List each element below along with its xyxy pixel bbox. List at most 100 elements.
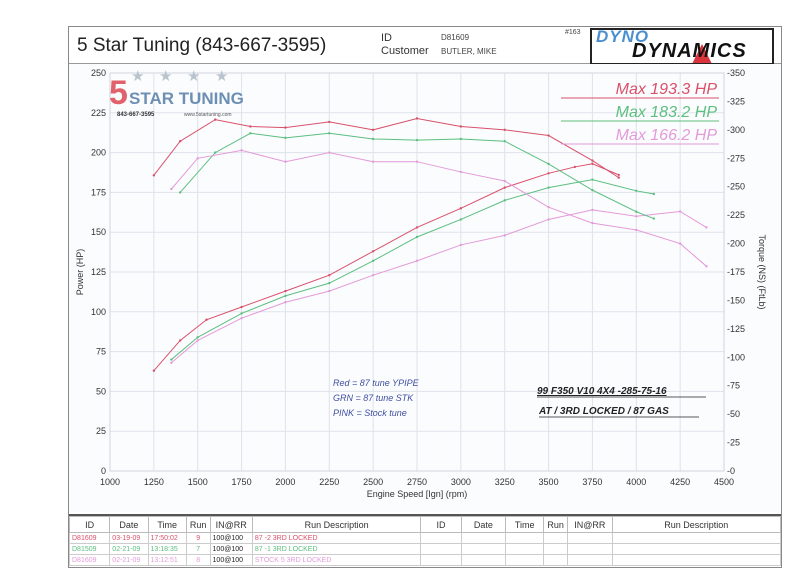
table-cell: 100@100 [209,543,253,555]
y-tick-label: 100 [91,307,106,317]
y2-tick-label: -125 [727,324,745,334]
y-tick-label: 125 [91,267,106,277]
table-cell: STOCK 5 3RD LOCKED [251,554,422,566]
y-tick-label: 150 [91,227,106,237]
run-table-header: ID Date Time Run IN@RR Run Description ID Date T… [68,516,781,533]
x-tick-label: 2750 [407,477,427,487]
logo-bottom-text: DYNAMICS [632,40,747,62]
run-table: ID Date Time Run IN@RR Run Description ID Date T… [68,514,781,569]
chart-area: 1000 1250 1500 1750 2000 2250 2500 2750 3000 3250… [69,64,781,512]
y-tick-label: 25 [96,426,106,436]
y2-tick-label: -150 [727,295,745,305]
x-tick-label: 4000 [626,477,646,487]
x-tick-label: 3000 [451,477,471,487]
table-cell [567,554,613,566]
y-tick-label: 75 [96,347,106,357]
table-cell [567,543,613,555]
column-header: Run Description [611,516,781,533]
column-header: ID [68,516,111,533]
id-label: ID [381,32,392,44]
table-cell: 13:12:51 [147,554,187,566]
y-tick-label: 225 [91,108,106,118]
star-icon: ★ [215,68,228,85]
x-tick-label: 2500 [363,477,383,487]
customer-value: BUTLER, MIKE [441,47,497,56]
y2-tick-label: -25 [727,438,740,448]
legend-max-hp: Max 183.2 HP [616,104,718,121]
star-icon: ★ [159,68,172,85]
dyno-dynamics-logo: DYNO DYNAMICS [590,28,774,65]
x-tick-label: 2250 [319,477,339,487]
table-cell: 02-21-09 [109,554,149,566]
column-header: Run [543,516,569,533]
y2-tick-label: -75 [727,381,740,391]
table-cell [611,532,781,544]
table-cell [420,532,462,544]
column-header: Time [147,516,187,533]
column-header: IN@RR [209,516,253,533]
y2-axis-label: Torque (NS) (FtLb) [757,234,767,309]
table-cell: 87 -1 3RD LOCKED [251,543,422,555]
handwritten-note: PINK = Stock tune [333,408,407,418]
table-row: D81609 03-19-09 17:50:02 9 100@100 87 -2 3RD … [68,532,781,544]
watermark-website: www.5startuning.com [184,112,232,118]
legend-max-hp: Max 193.3 HP [616,81,718,98]
series-line [171,179,654,360]
table-cell [460,532,507,544]
handwritten-note: GRN = 87 tune STK [333,393,414,403]
watermark-brand: STAR TUNING [129,89,244,108]
x-tick-label: 3750 [582,477,602,487]
sheet-header: 5 Star Tuning (843-667-3595) ID D81609 C… [69,27,781,65]
x-tick-label: 1500 [188,477,208,487]
table-cell [543,532,569,544]
y2-tick-label: -200 [727,239,745,249]
shop-title: 5 Star Tuning (843-667-3595) [77,35,327,56]
x-tick-label: 4250 [670,477,690,487]
handwritten-note: Red = 87 tune YPIPE [333,378,420,388]
series-line [171,209,707,364]
y-tick-label: 175 [91,187,106,197]
legend-max-hp: Max 166.2 HP [616,127,718,144]
table-cell [543,554,569,566]
x-tick-label: 2000 [275,477,295,487]
table-cell: 03-19-09 [109,532,149,544]
column-header: ID [420,516,462,533]
logo-triangle-icon [692,44,712,63]
table-cell [543,543,569,555]
table-cell [505,543,545,555]
table-cell [505,532,545,544]
y2-tick-label: -250 [727,182,745,192]
logo-top-text: DYNO [596,28,650,46]
y2-tick-label: -275 [727,153,745,163]
table-cell [420,543,462,555]
x-tick-label: 1250 [144,477,164,487]
table-cell: 17:50:02 [147,532,187,544]
y2-tick-label: -50 [727,409,740,419]
y-tick-label: 50 [96,386,106,396]
sheet-number: #163 [565,29,581,36]
x-tick-label: 3500 [539,477,559,487]
x-axis-label: Engine Speed [Ign] (rpm) [367,489,468,499]
table-row: D81609 02-21-09 13:12:51 8 100@100 STOCK 5 3R… [68,554,781,566]
table-cell: 87 -2 3RD LOCKED [251,532,422,544]
x-tick-label: 1000 [100,477,120,487]
run-table-body: D81609 03-19-09 17:50:02 9 100@100 87 -2 3RD … [68,532,781,566]
table-cell: 9 [185,532,211,544]
y2-tick-label: -325 [727,96,745,106]
table-cell: 7 [185,543,211,555]
column-header: IN@RR [567,516,613,533]
vehicle-line-2: AT / 3RD LOCKED / 87 GAS [538,406,669,417]
series-line [153,163,619,372]
dyno-sheet: 5 Star Tuning (843-667-3595) ID D81609 C… [68,26,782,568]
vehicle-line-1: 99 F350 V10 4X4 -285-75-16 [537,386,667,397]
y2-tick-label: -100 [727,352,745,362]
table-cell [460,554,507,566]
customer-label: Customer [381,45,429,57]
y-tick-label: 250 [91,68,106,78]
y2-tick-label: -300 [727,125,745,135]
table-cell: 100@100 [209,554,253,566]
table-row: D81509 02-21-09 13:18:35 7 100@100 87 -1 3RD … [68,543,781,555]
x-tick-label: 4500 [714,477,734,487]
series-line [171,149,707,267]
y-axis-label: Power (HP) [75,249,85,296]
